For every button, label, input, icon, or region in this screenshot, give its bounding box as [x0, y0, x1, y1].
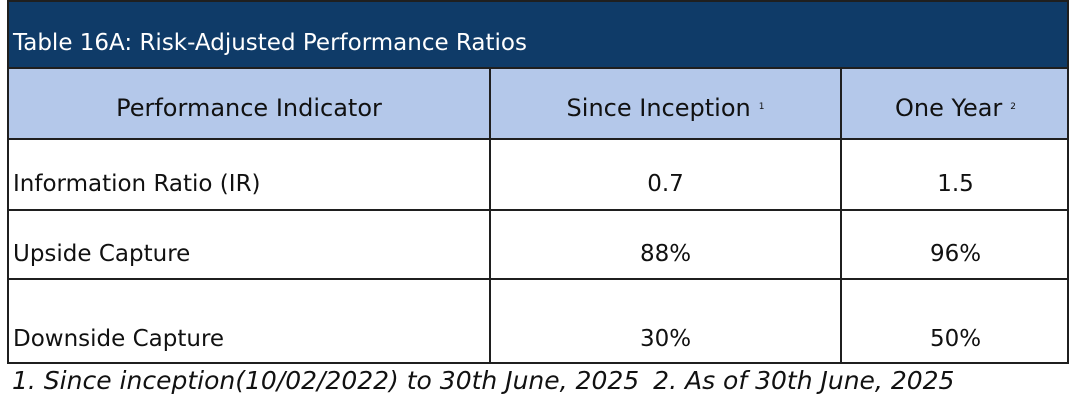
table-row: Information Ratio (IR) 0.7 1.5 [9, 140, 1067, 211]
header-performance-indicator: Performance Indicator [9, 69, 489, 138]
footnote-marker: 1 [758, 101, 765, 112]
one-year-cell: 50% [840, 280, 1069, 362]
one-year-cell: 96% [840, 211, 1069, 278]
indicator-cell: Downside Capture [13, 326, 225, 352]
since-inception-cell: 30% [489, 280, 840, 362]
table-title: Table 16A: Risk-Adjusted Performance Rat… [13, 30, 527, 56]
table-footnotes: 1. Since inception(10/02/2022) to 30th J… [12, 366, 954, 395]
footnote-2: 2. As of 30th June, 2025 [653, 366, 955, 395]
header-since-inception: Since Inception 1 [489, 69, 840, 138]
header-label: Performance Indicator [116, 93, 382, 122]
since-inception-cell: 0.7 [489, 140, 840, 209]
performance-ratios-table: Table 16A: Risk-Adjusted Performance Rat… [7, 0, 1069, 364]
one-year-cell: 1.5 [840, 140, 1069, 209]
table-title-bar: Table 16A: Risk-Adjusted Performance Rat… [9, 2, 1067, 69]
header-one-year: One Year 2 [840, 69, 1069, 138]
header-label: Since Inception [566, 93, 751, 122]
since-inception-cell: 88% [489, 211, 840, 278]
header-label: One Year [894, 93, 1003, 122]
footnote-1: 1. Since inception(10/02/2022) to 30th J… [12, 366, 640, 395]
table-header-row: Performance Indicator Since Inception 1 … [9, 69, 1067, 140]
table-row: Downside Capture 30% 50% [9, 280, 1067, 362]
indicator-cell: Upside Capture [13, 240, 191, 267]
footnote-marker: 2 [1010, 101, 1017, 112]
indicator-cell: Information Ratio (IR) [13, 170, 261, 197]
table-row: Upside Capture 88% 96% [9, 211, 1067, 280]
